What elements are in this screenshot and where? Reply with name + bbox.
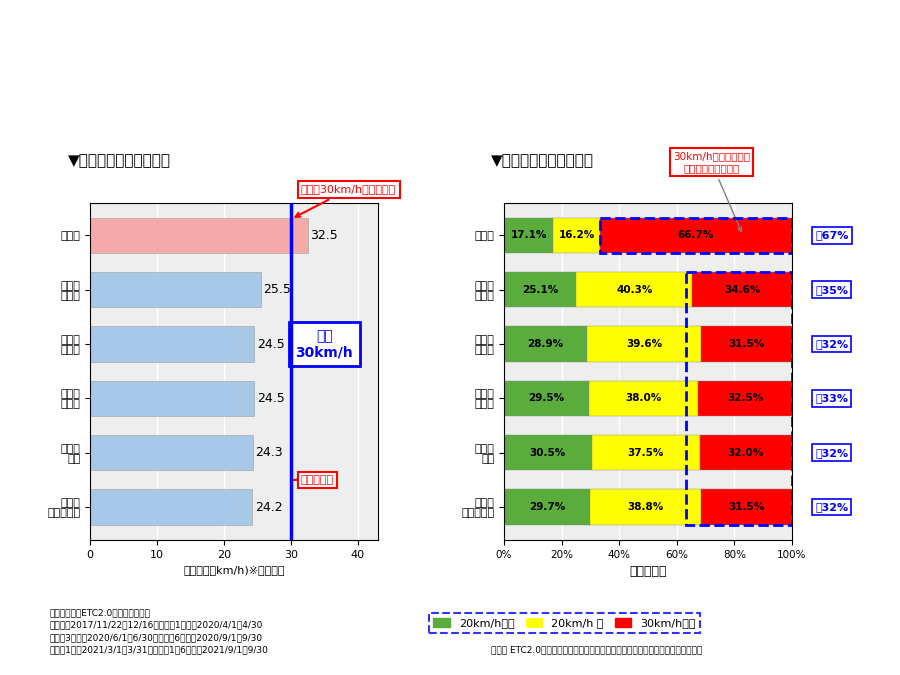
Text: 32.5%: 32.5% [727,394,763,404]
Text: 31.5%: 31.5% [728,339,765,349]
Bar [600,218,792,253]
Bar [504,381,589,416]
Text: 25.1%: 25.1% [522,285,558,295]
Text: 32.0%: 32.0% [728,448,764,458]
Bar [589,381,698,416]
Text: ▼走行速度（対策区間）: ▼走行速度（対策区間） [68,153,170,168]
Bar [90,272,261,307]
Text: 34.6%: 34.6% [724,285,760,295]
Bar [504,272,576,307]
Text: 29.5%: 29.5% [528,394,564,404]
Text: 約32%: 約32% [815,448,848,458]
Bar [701,489,792,524]
Text: 約67%: 約67% [815,230,849,240]
Bar [590,489,701,524]
Text: 24.2: 24.2 [255,500,283,514]
Bar [504,218,554,253]
Text: 資料： ETC2.0ビッグデータ分析結果（国土交通省提供）を加工し、横浜市が作成: 資料： ETC2.0ビッグデータ分析結果（国土交通省提供）を加工し、横浜市が作成 [491,646,702,655]
Text: 28.9%: 28.9% [527,339,563,349]
Text: 目標
30km/h: 目標 30km/h [295,329,354,359]
Bar [504,489,590,524]
Text: 目標の30km/h以下に抑制: 目標の30km/h以下に抑制 [295,184,396,217]
Text: 約33%: 約33% [815,394,848,404]
Text: ▼走行分布（対策区間）: ▼走行分布（対策区間） [491,153,593,168]
Bar [90,218,308,253]
Text: 24.5: 24.5 [256,338,284,350]
Text: 31.5%: 31.5% [728,502,765,512]
Bar [90,327,254,362]
Bar [554,218,600,253]
Text: 38.0%: 38.0% [626,394,662,404]
Bar [701,327,792,362]
Text: 効果が継続: 効果が継続 [294,475,334,485]
Bar [599,217,792,253]
Bar [687,273,792,525]
Bar [592,435,700,470]
Bar [504,435,592,470]
Bar [698,381,792,416]
Text: 38.8%: 38.8% [627,502,663,512]
Bar [90,489,252,524]
Text: 30.5%: 30.5% [530,448,566,458]
Text: 約32%: 約32% [815,339,848,349]
Bar [576,272,692,307]
X-axis label: 割合（％）: 割合（％） [629,565,667,578]
Text: 約32%: 約32% [815,502,848,512]
Text: 30km/h以上で走行す
る車両の割合が減少: 30km/h以上で走行す る車両の割合が減少 [673,151,750,232]
Bar [504,327,587,362]
Text: 37.5%: 37.5% [627,448,664,458]
Text: 約35%: 約35% [815,285,848,295]
Bar [700,435,792,470]
Text: 29.7%: 29.7% [528,502,565,512]
Text: 66.7%: 66.7% [678,230,714,240]
Bar [587,327,701,362]
Text: 17.1%: 17.1% [510,230,547,240]
Text: 24.5: 24.5 [256,392,284,405]
Text: 25.5: 25.5 [264,284,292,296]
Text: 分析データ：ETC2.0プローブデータ
対策前：2017/11/22～12/16、施工後1ヶ月：2020/4/1～4/30
施工後3ヶ月：2020/6/1～6/: 分析データ：ETC2.0プローブデータ 対策前：2017/11/22～12/16… [50,608,268,655]
Bar [90,381,254,416]
Legend: 20km/h未満, 20km/h 台, 30km/h以上: 20km/h未満, 20km/h 台, 30km/h以上 [429,613,700,632]
Text: 16.2%: 16.2% [559,230,595,240]
X-axis label: 走行速度（km/h)※平均速度: 走行速度（km/h)※平均速度 [184,565,284,575]
Bar [692,272,792,307]
Text: 40.3%: 40.3% [616,285,652,295]
Text: 32.5: 32.5 [310,229,338,242]
Bar [90,435,253,470]
Text: 39.6%: 39.6% [626,339,662,349]
Text: 24.3: 24.3 [256,446,284,459]
